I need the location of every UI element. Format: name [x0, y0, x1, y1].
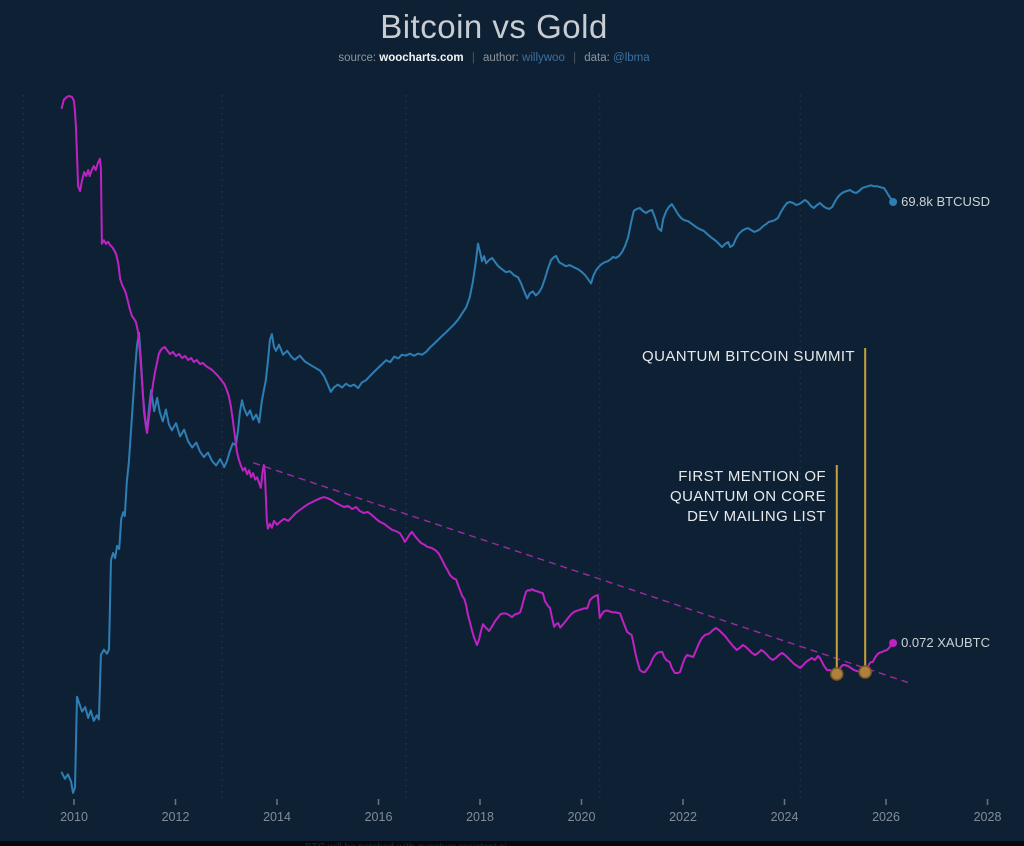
x-axis-tick-label: 2022	[669, 810, 697, 824]
x-axis-tick-label: 2018	[466, 810, 494, 824]
annotation-line: QUANTUM ON CORE	[670, 488, 826, 505]
page-title: Bitcoin vs Gold	[380, 8, 608, 45]
btcusd-end-label: 69.8k BTCUSD	[901, 194, 990, 209]
cutoff-text-strip: BTC will be patched with quantum resista…	[0, 841, 1024, 846]
x-axis-tick-label: 2028	[974, 810, 1002, 824]
x-axis-tick-label: 2024	[771, 810, 799, 824]
x-axis-tick-label: 2016	[365, 810, 393, 824]
chart-header: Bitcoin vs Gold source: woocharts.com | …	[0, 0, 988, 64]
x-axis-tick-label: 2012	[162, 810, 190, 824]
annotation-line: FIRST MENTION OF	[678, 468, 826, 485]
xaubtc-line	[60, 95, 895, 675]
x-axis-tick-label: 2020	[568, 810, 596, 824]
annotation-first-mention: FIRST MENTION OF QUANTUM ON CORE DEV MAILI…	[670, 467, 826, 527]
event-marker-dot	[858, 665, 872, 679]
cutoff-text: BTC will be patched with quantum resista…	[305, 842, 507, 846]
data-label: data:	[584, 52, 610, 64]
source-label: source:	[338, 52, 377, 64]
xaubtc-end-label: 0.072 XAUBTC	[901, 635, 990, 650]
separator: |	[573, 52, 577, 64]
author-label: author:	[483, 52, 519, 64]
btcusd-line	[60, 184, 895, 794]
annotation-line: QUANTUM BITCOIN SUMMIT	[642, 348, 855, 365]
btcusd-end-dot	[889, 198, 898, 206]
chart-subtitle: source: woocharts.com | author: willywoo…	[0, 52, 988, 64]
x-axis-tick-label: 2010	[60, 810, 88, 824]
author-link[interactable]: willywoo	[522, 52, 565, 64]
x-axis-tick-label: 2026	[872, 810, 900, 824]
annotation-line: DEV MAILING LIST	[687, 508, 826, 525]
data-source-link[interactable]: @lbma	[613, 52, 650, 64]
xaubtc-end-dot	[889, 639, 898, 647]
x-axis-tick-label: 2014	[263, 810, 291, 824]
source-value: woocharts.com	[379, 52, 464, 64]
separator: |	[471, 52, 475, 64]
event-marker-dot	[830, 667, 844, 681]
annotation-quantum-summit: QUANTUM BITCOIN SUMMIT	[642, 347, 855, 367]
